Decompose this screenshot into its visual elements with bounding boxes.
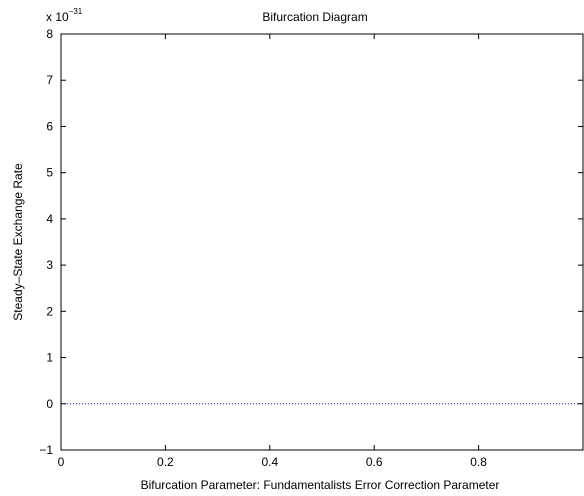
y-tick-label: 1 xyxy=(46,351,53,365)
chart-title: Bifurcation Diagram xyxy=(262,10,367,24)
y-multiplier-base: x 10 xyxy=(46,10,69,24)
x-tick-label: 0.6 xyxy=(366,455,383,469)
plot-area xyxy=(60,33,584,451)
x-tick-label: 0 xyxy=(58,455,65,469)
y-tick-label: 5 xyxy=(46,166,53,180)
y-tick-label: 7 xyxy=(46,73,53,87)
x-tick-label: 0.2 xyxy=(157,455,174,469)
y-tick-label: 2 xyxy=(46,304,53,318)
y-multiplier-exponent: −31 xyxy=(69,7,83,16)
plot-frame xyxy=(60,33,584,451)
y-axis-title: Steady–State Exchange Rate xyxy=(11,163,25,321)
y-multiplier: x 10−31 xyxy=(46,7,83,24)
x-axis-title: Bifurcation Parameter: Fundamentalists E… xyxy=(141,478,500,492)
y-tick-label: 8 xyxy=(46,27,53,41)
tick-layer: 0 0.2 0.4 0.6 0.8 −1 0 1 2 3 4 5 6 7 8 xyxy=(39,27,583,469)
x-tick-label: 0.8 xyxy=(470,455,487,469)
y-tick-label: 3 xyxy=(46,258,53,272)
y-tick-label: −1 xyxy=(39,443,53,457)
y-tick-label: 6 xyxy=(46,119,53,133)
x-tick-label: 0.4 xyxy=(261,455,278,469)
y-tick-label: 0 xyxy=(46,397,53,411)
y-tick-label: 4 xyxy=(46,212,53,226)
